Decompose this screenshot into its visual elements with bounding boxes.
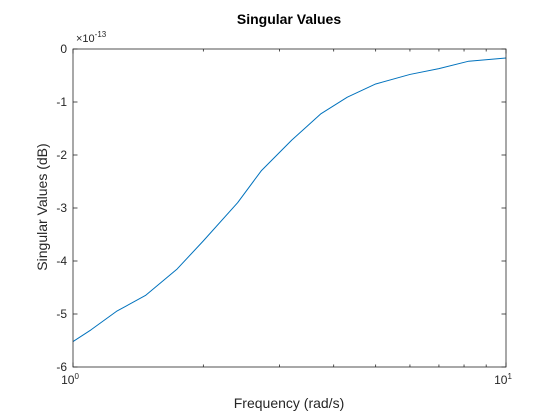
y-tick-label: -5	[56, 307, 67, 321]
x-minor-ticks	[202, 49, 487, 367]
x-tick-label-exponent: 1	[507, 372, 512, 381]
x-axis-label: Frequency (rad/s)	[234, 395, 344, 411]
plot-frame	[72, 48, 507, 368]
x-tick-label-base: 10	[494, 373, 508, 387]
y-tick-label: -2	[56, 148, 67, 162]
y-multiplier-exponent: -13	[95, 30, 107, 39]
y-tick-label: 0	[60, 42, 67, 56]
y-multiplier-base: ×10	[76, 33, 95, 45]
y-axis-label: Singular Values (dB)	[34, 143, 50, 270]
x-tick-label-base: 10	[61, 373, 75, 387]
x-tick-label: 100	[61, 372, 79, 387]
x-tick-label: 101	[494, 372, 512, 387]
x-tick-label-exponent: 0	[74, 372, 79, 381]
chart-title: Singular Values	[237, 11, 341, 27]
plot-area	[73, 49, 506, 367]
y-tick-label: -3	[56, 201, 67, 215]
y-tick-label: -6	[56, 360, 67, 374]
y-axis-ticks: 0 -1 -2 -3 -4 -5 -6	[56, 42, 506, 374]
y-multiplier: ×10-13	[76, 30, 107, 45]
series-layer	[72, 57, 507, 342]
y-tick-label: -1	[56, 95, 67, 109]
series-line-1	[72, 57, 507, 342]
y-tick-label: -4	[56, 254, 67, 268]
